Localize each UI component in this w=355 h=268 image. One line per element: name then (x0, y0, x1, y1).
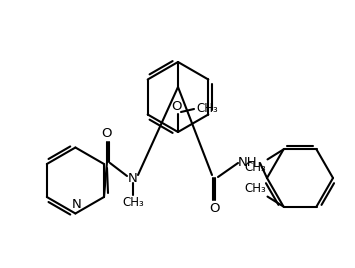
Text: N: N (128, 172, 138, 184)
Text: O: O (101, 127, 111, 140)
Text: CH₃: CH₃ (245, 182, 267, 195)
Text: N: N (72, 199, 81, 211)
Text: CH₃: CH₃ (196, 102, 218, 114)
Text: O: O (172, 100, 182, 113)
Text: CH₃: CH₃ (245, 161, 267, 174)
Text: NH: NH (238, 157, 258, 169)
Text: O: O (209, 202, 219, 215)
Text: CH₃: CH₃ (122, 196, 144, 209)
